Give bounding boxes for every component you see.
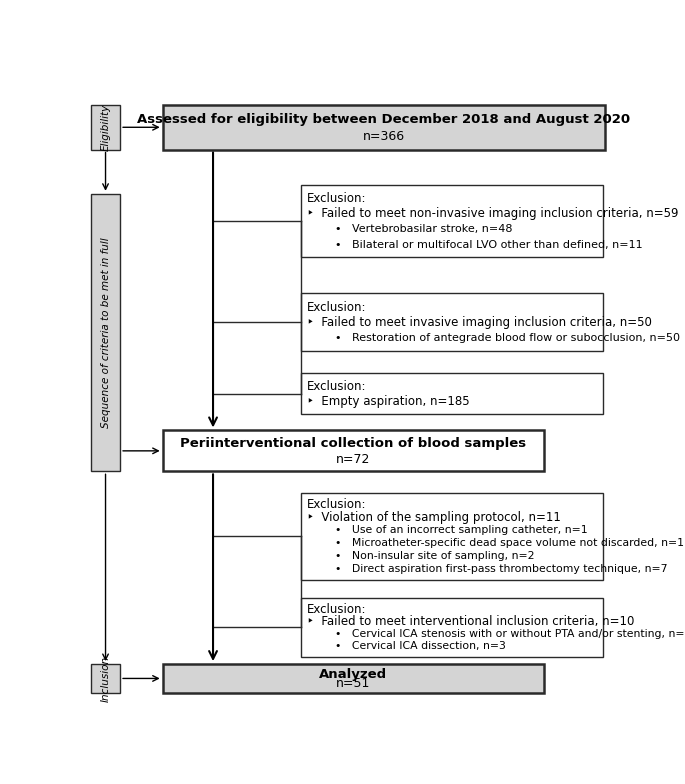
Bar — [91, 664, 120, 693]
Text: ‣  Failed to meet invasive imaging inclusion criteria, n=50: ‣ Failed to meet invasive imaging inclus… — [307, 316, 652, 329]
Text: •   Restoration of antegrade blood flow or subocclusion, n=50: • Restoration of antegrade blood flow or… — [307, 333, 680, 343]
Text: •   Microatheter-specific dead space volume not discarded, n=1: • Microatheter-specific dead space volum… — [307, 539, 684, 548]
Text: ‣  Violation of the sampling protocol, n=11: ‣ Violation of the sampling protocol, n=… — [307, 511, 561, 524]
Text: n=72: n=72 — [336, 452, 371, 466]
Text: •   Direct aspiration first-pass thrombectomy technique, n=7: • Direct aspiration first-pass thrombect… — [307, 564, 667, 574]
Text: Periinterventional collection of blood samples: Periinterventional collection of blood s… — [180, 437, 526, 451]
Bar — [301, 185, 603, 257]
Text: Exclusion:: Exclusion: — [307, 300, 366, 314]
Text: Exclusion:: Exclusion: — [307, 603, 366, 616]
Text: •   Vertebrobasilar stroke, n=48: • Vertebrobasilar stroke, n=48 — [307, 224, 512, 234]
Bar — [301, 293, 603, 350]
Text: Exclusion:: Exclusion: — [307, 380, 366, 393]
Bar — [301, 373, 603, 414]
Text: ‣  Failed to meet interventional inclusion criteria, n=10: ‣ Failed to meet interventional inclusio… — [307, 615, 634, 628]
Text: n=366: n=366 — [362, 130, 405, 143]
Bar — [91, 194, 120, 471]
Text: Assessed for eligibility between December 2018 and August 2020: Assessed for eligibility between Decembe… — [137, 113, 630, 126]
Bar — [301, 597, 603, 657]
Bar — [162, 105, 605, 150]
Text: •   Use of an incorrect sampling catheter, n=1: • Use of an incorrect sampling catheter,… — [307, 525, 588, 535]
Text: •   Non-insular site of sampling, n=2: • Non-insular site of sampling, n=2 — [307, 551, 534, 561]
Bar — [301, 492, 603, 580]
Bar — [162, 430, 544, 471]
Text: n=51: n=51 — [336, 677, 371, 690]
Text: ‣  Failed to meet non-invasive imaging inclusion criteria, n=59: ‣ Failed to meet non-invasive imaging in… — [307, 207, 679, 220]
Bar — [91, 105, 120, 150]
Text: Exclusion:: Exclusion: — [307, 192, 366, 205]
Bar — [162, 664, 544, 693]
Text: •   Bilateral or multifocal LVO other than defined, n=11: • Bilateral or multifocal LVO other than… — [307, 240, 643, 249]
Text: •   Cervical ICA stenosis with or without PTA and/or stenting, n=7: • Cervical ICA stenosis with or without … — [307, 629, 685, 639]
Text: Eligibility: Eligibility — [101, 103, 110, 151]
Text: Inclusion: Inclusion — [101, 655, 110, 702]
Text: Sequence of criteria to be met in full: Sequence of criteria to be met in full — [101, 238, 110, 428]
Text: Exclusion:: Exclusion: — [307, 499, 366, 511]
Text: ‣  Empty aspiration, n=185: ‣ Empty aspiration, n=185 — [307, 395, 470, 408]
Text: Analyzed: Analyzed — [319, 668, 387, 681]
Text: •   Cervical ICA dissection, n=3: • Cervical ICA dissection, n=3 — [307, 641, 506, 651]
